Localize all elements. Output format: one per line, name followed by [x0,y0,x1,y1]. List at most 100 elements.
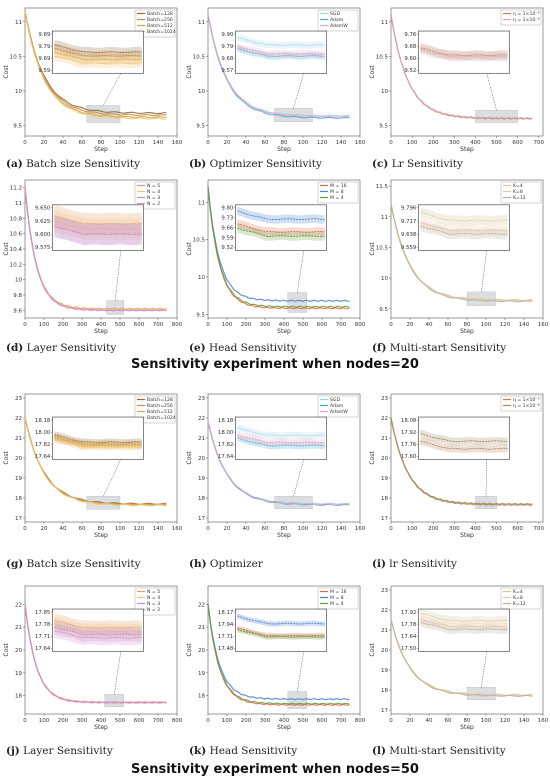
x-tick-label: 60 [445,322,452,328]
y-tick-label: 21 [381,436,388,442]
y-tick-label: 22 [381,416,388,422]
inset-series-line [420,48,508,58]
chart-l-svg: 0 20 40 60 80 100 120 140 160 17 18 19 20 21 22 23 Step C… [369,585,549,731]
chart-i: 0 100 200 300 400 500 600 700 17 18 19 20 21 22 23 Step… [366,388,549,540]
legend-label: Batch=512 [147,23,173,29]
inset-confidence-band [54,43,142,61]
x-tick-label: 120 [500,718,511,724]
series-line [207,187,350,310]
zoom-region [104,694,124,707]
inset-tick-label: 9.575 [35,245,50,251]
y-tick-label: 22 [15,416,22,422]
legend-label: M = 16 [330,183,347,189]
chart-c-svg: 0 100 200 300 400 500 600 700 9.5 10 10.5 11 Step Cos… [369,7,545,153]
y-tick-label: 11.5 [376,184,389,190]
inset-series-line [420,612,508,622]
y-tick-label: 18 [198,694,205,700]
y-tick-label: 17 [381,516,388,522]
inset-tick-label: 9.60 [404,56,417,62]
x-tick-label: 0 [389,140,393,146]
x-tick-label: 100 [222,718,233,724]
x-tick-label: 0 [206,140,210,146]
y-tick-label: 19 [381,476,388,482]
caption-h: (h) Optimizer [189,558,263,570]
inset-series-line [237,46,325,55]
inset-tick-label: 17.92 [401,430,416,436]
y-tick-label: 18 [381,496,388,502]
x-tick-label: 800 [355,718,366,724]
inset-tick-label: 9.600 [35,232,51,238]
x-tick-label: 140 [153,526,164,532]
y-tick-label: 20 [15,456,22,462]
series-line [24,417,167,507]
x-tick-label: 20 [407,322,414,328]
x-axis-label: Step [94,146,108,153]
inset-series-line [54,220,142,230]
x-tick-label: 100 [298,526,309,532]
chart-c: 0 100 200 300 400 500 600 700 9.5 10 10.5 11 Step Cos… [366,2,549,154]
legend-label: η = 1×10⁻⁵ [513,397,540,403]
x-tick-label: 60 [79,526,86,532]
y-tick-label: 11 [15,20,22,26]
y-tick-label: 17 [381,708,388,714]
y-tick-label: 9.5 [196,124,205,130]
inset-confidence-band [237,43,325,58]
x-tick-label: 100 [115,526,126,532]
chart-k: 0 100 200 300 400 500 600 700 800 18 19 20 21 22 Step C… [183,580,366,732]
y-axis-label: Cost [186,643,193,657]
zoom-pointer [481,250,488,292]
legend-label: N = 3 [147,601,160,607]
zoom-region [287,292,307,313]
legend-label: η = 1×10⁻⁶ [513,403,540,409]
inset-series-line [237,615,325,625]
x-tick-label: 700 [336,718,347,724]
inset-confidence-band [54,436,142,451]
y-tick-label: 10.8 [10,216,23,222]
x-tick-label: 600 [317,322,328,328]
y-tick-label: 18 [15,496,22,502]
caption-j: (j) Layer Sensitivity [6,745,113,757]
legend-label: AdamW [330,23,348,29]
series-line [24,11,167,120]
legend-label: N = 4 [147,189,160,195]
x-tick-label: 80 [281,526,288,532]
y-axis-label: Cost [369,643,376,657]
inset-tick-label: 18.08 [401,418,417,424]
x-tick-label: 80 [464,322,471,328]
x-tick-label: 160 [355,140,366,146]
x-tick-label: 40 [426,322,433,328]
x-axis-label: Step [94,724,108,731]
x-tick-label: 80 [98,526,105,532]
x-tick-label: 500 [491,140,502,146]
inset-series-line [54,47,142,57]
legend-label: Batch=256 [147,17,173,23]
chart-i-svg: 0 100 200 300 400 500 600 700 17 18 19 20 21 22 23 Step… [369,393,545,539]
series-line [24,604,167,704]
inset-series-line [237,629,325,638]
x-tick-label: 120 [500,322,511,328]
x-tick-label: 20 [224,140,231,146]
inset-frame [418,30,510,74]
y-tick-label: 23 [381,396,388,402]
y-tick-label: 21 [15,625,22,631]
x-tick-label: 600 [512,140,523,146]
inset-series-line [237,437,325,447]
inset-series-line [54,215,142,225]
zoom-pointer [293,459,305,497]
y-tick-label: 20 [198,456,205,462]
zoom-region [287,691,307,709]
x-tick-label: 0 [206,322,210,328]
inset-tick-label: 17.85 [35,610,50,616]
inset-frame [418,608,510,652]
x-tick-label: 120 [317,140,328,146]
y-tick-label: 11 [381,20,388,26]
inset-tick-label: 18.18 [35,418,51,424]
zoom-pointer [481,651,488,688]
y-axis-label: Cost [3,643,10,657]
y-tick-label: 11.2 [10,186,22,192]
inset-confidence-band [54,51,142,69]
x-tick-label: 100 [39,322,50,328]
series-line [390,14,533,120]
y-tick-label: 23 [198,396,205,402]
inset-tick-label: 9.79 [221,44,234,50]
